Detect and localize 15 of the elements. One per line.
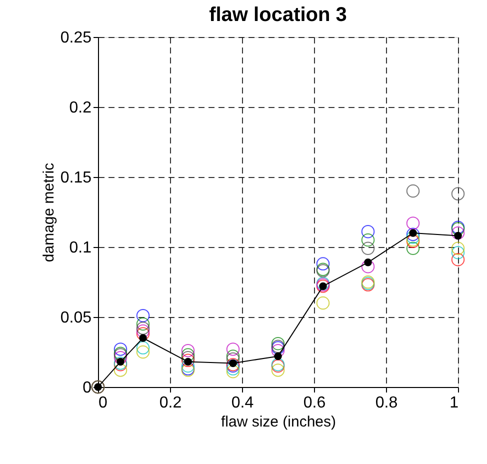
x-tick-label: 0.6: [303, 394, 326, 412]
y-tick-label: 0.2: [69, 100, 92, 116]
y-tick-label: 0.05: [60, 310, 92, 326]
x-axis-title: flaw size (inches): [220, 414, 336, 430]
x-tick-label: 0.4: [231, 394, 254, 412]
y-tick-label: 0.1: [69, 240, 92, 256]
x-tick-label: 0.8: [375, 394, 398, 412]
y-tick-label: 0.15: [60, 170, 92, 186]
y-tick-label: 0: [82, 380, 92, 396]
x-tick-label: 0.2: [159, 394, 182, 412]
y-tick-label: 0.25: [60, 30, 92, 46]
x-tick-label: 0: [98, 394, 108, 412]
y-axis-title: damage metric: [40, 162, 58, 262]
x-tick-label: 1: [450, 394, 459, 412]
chart-title: flaw location 3: [209, 4, 347, 26]
